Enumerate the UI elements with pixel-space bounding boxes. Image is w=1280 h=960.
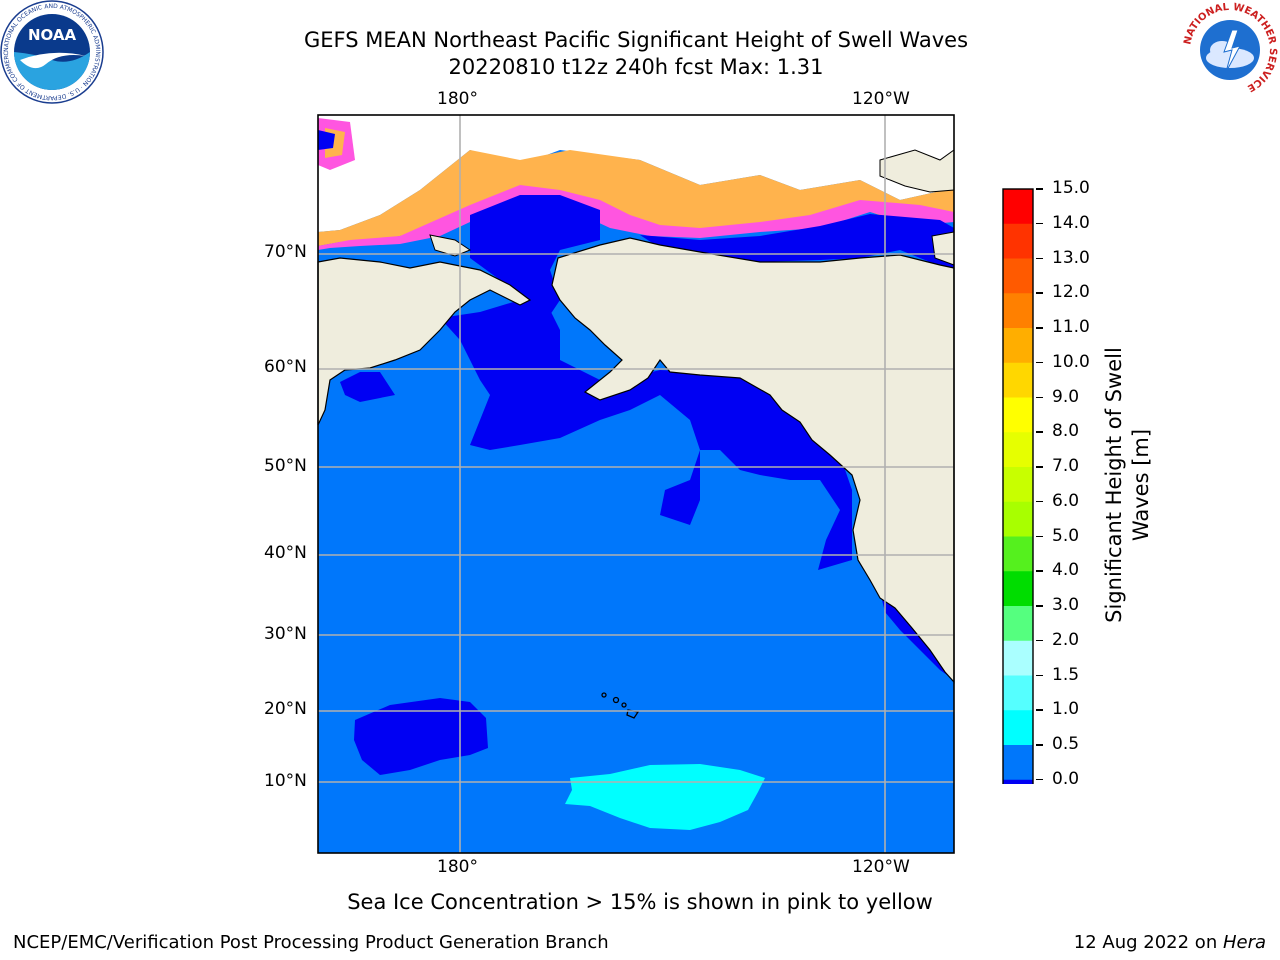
- map-subtitle: 20220810 t12z 240h fcst Max: 1.31: [448, 55, 824, 79]
- colorbar-tick-label: 4.0: [1052, 560, 1080, 581]
- colorbar-tick-mark: [1036, 431, 1043, 433]
- colorbar-tick-label: 1.0: [1052, 699, 1080, 720]
- colorbar-segment: [1003, 640, 1033, 676]
- colorbar-tick-mark: [1036, 466, 1043, 468]
- colorbar-segment: [1003, 571, 1033, 607]
- colorbar-segment: [1003, 432, 1033, 468]
- lat-tick: 40°N: [264, 543, 307, 563]
- map-title: GEFS MEAN Northeast Pacific Significant …: [303, 28, 969, 52]
- colorbar-tick-label: 12.0: [1052, 282, 1090, 303]
- colorbar-tick-label: 0.5: [1052, 734, 1080, 754]
- beaufort-low-swell: [640, 214, 954, 275]
- colorbar-segment: [1003, 328, 1033, 364]
- colorbar-tick-label: 14.0: [1052, 212, 1090, 233]
- colorbar-frame: [1002, 188, 1034, 784]
- footer-date: 12 Aug 2022 on: [1073, 932, 1223, 953]
- colorbar-tick-mark: [1036, 188, 1043, 190]
- siberia-land: [317, 257, 532, 426]
- colorbar-segment: [1003, 258, 1033, 294]
- colorbar-tick-mark: [1036, 396, 1043, 398]
- lat-tick: 20°N: [264, 699, 307, 719]
- lat-tick: 50°N: [264, 456, 307, 476]
- noaa-logo: NOAA NATIONAL OCEANIC AND ATMOSPHERIC AD…: [0, 0, 104, 104]
- hawaii-west-low-swell: [354, 698, 488, 775]
- lon-tick-top: 120°W: [852, 89, 910, 109]
- colorbar-segment: [1003, 397, 1033, 433]
- colorbar-tick-mark: [1036, 361, 1043, 364]
- colorbar-segment: [1003, 293, 1033, 329]
- colorbar-segment: [1003, 745, 1033, 781]
- colorbar-tick-label: 0.0: [1052, 768, 1080, 789]
- colorbar-tick-mark: [1036, 535, 1043, 537]
- colorbar-label: Significant Height of Swell Waves [m]: [1102, 347, 1153, 623]
- colorbar-segment: [1003, 501, 1033, 537]
- colorbar-tick-label: 11.0: [1052, 317, 1090, 337]
- colorbar-tick-mark: [1036, 327, 1043, 329]
- colorbar-tick-mark: [1036, 674, 1043, 676]
- colorbar-tick-label: 15.0: [1052, 178, 1090, 198]
- nws-logo: NATIONAL WEATHER SERVICE: [1182, 2, 1278, 98]
- colorbar-tick-label: 7.0: [1052, 456, 1080, 476]
- colorbar-tick-mark: [1036, 639, 1043, 642]
- colorbar-segment: [1003, 223, 1033, 259]
- colorbar-tick-label: 1.5: [1052, 664, 1080, 685]
- colorbar-segment: [1003, 675, 1033, 711]
- colorbar-tick-mark: [1036, 744, 1043, 746]
- lon-tick-top: 180°: [437, 89, 478, 109]
- sea-ice-note: Sea Ice Concentration > 15% is shown in …: [347, 890, 933, 914]
- bering-gulf-low-swell: [440, 300, 852, 570]
- colorbar-tick-mark: [1036, 605, 1043, 607]
- map-frame: [317, 114, 955, 854]
- lat-tick: 10°N: [264, 771, 307, 791]
- colorbar-tick-label: 9.0: [1052, 386, 1080, 407]
- colorbar-tick-mark: [1036, 709, 1043, 711]
- chukchi-low-swell: [470, 195, 600, 330]
- lat-tick: 70°N: [264, 242, 307, 262]
- alaska-canada-land: [551, 237, 955, 684]
- colorbar-tick-mark: [1036, 500, 1043, 503]
- colorbar-tick-label: 3.0: [1052, 595, 1080, 615]
- lat-tick: 60°N: [264, 357, 307, 377]
- lon-tick-bottom: 180°: [437, 857, 478, 877]
- graticule: [318, 115, 954, 853]
- sea-ice-pink: [318, 185, 954, 250]
- footer-left: NCEP/EMC/Verification Post Processing Pr…: [13, 932, 609, 953]
- colorbar-segment: [1003, 189, 1033, 225]
- colorbar-tick-mark: [1036, 570, 1043, 572]
- colorbar-tick-label: 5.0: [1052, 525, 1080, 546]
- lat-tick: 30°N: [264, 624, 307, 644]
- colorbar-tick-label: 13.0: [1052, 247, 1090, 268]
- colorbar-segment: [1003, 467, 1033, 503]
- footer-right: 12 Aug 2022 on Hera: [1074, 932, 1266, 953]
- open-polar-region: [318, 115, 954, 232]
- colorbar-segment: [1003, 710, 1033, 746]
- cyan-swell-patch: [565, 764, 765, 830]
- colorbar: [1002, 188, 1034, 784]
- colorbar-tick-mark: [1036, 292, 1043, 294]
- colorbar-tick-mark: [1036, 222, 1043, 225]
- colorbar-tick-mark: [1036, 778, 1043, 781]
- colorbar-segment: [1003, 362, 1033, 398]
- colorbar-segment: [1003, 779, 1033, 784]
- colorbar-segment: [1003, 536, 1033, 572]
- colorbar-tick-label: 2.0: [1052, 629, 1080, 650]
- colorbar-tick-label: 10.0: [1052, 351, 1090, 372]
- colorbar-tick-label: 8.0: [1052, 421, 1080, 442]
- noaa-logo-text: NOAA: [28, 26, 77, 44]
- footer-machine: Hera: [1222, 932, 1266, 953]
- lon-tick-bottom: 120°W: [852, 857, 910, 877]
- colorbar-segment: [1003, 606, 1033, 642]
- colorbar-tick-mark: [1036, 257, 1043, 259]
- colorbar-tick-label: 6.0: [1052, 490, 1080, 511]
